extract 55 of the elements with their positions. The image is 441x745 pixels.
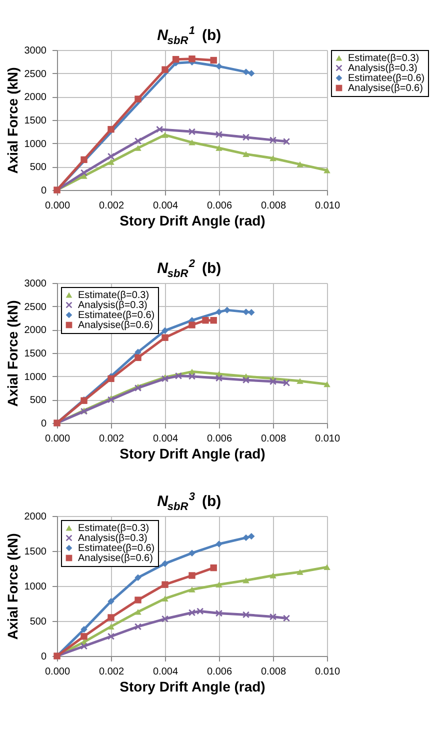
x-tick-label: 0.000 (44, 200, 70, 212)
y-tick-label: 2500 (24, 302, 47, 313)
y-tick-label: 1000 (24, 582, 47, 592)
x-tick-label: 0.006 (206, 200, 232, 212)
y-tick-label: 1000 (24, 372, 47, 383)
x-tick-label: 0.006 (206, 666, 232, 678)
y-tick-label: 0 (40, 186, 47, 196)
y-tick-label: 2000 (24, 512, 47, 522)
x-axis-title: Story Drift Angle (rad) (120, 212, 266, 228)
x-tick-label: 0.010 (314, 666, 340, 678)
legend-label: Estimate(β=0.3) (78, 523, 150, 534)
y-tick-label: 2000 (24, 325, 47, 336)
y-tick-label: 3000 (24, 278, 47, 290)
y-tick-label: 500 (30, 395, 47, 406)
x-tick-label: 0.004 (152, 666, 178, 678)
x-tick-label: 0.002 (98, 434, 124, 444)
y-tick-label: 0 (40, 652, 47, 662)
x-tick-label: 0.008 (260, 666, 286, 678)
legend-label: Analysis(β=0.3) (78, 533, 148, 544)
legend-label: Analysis(β=0.3) (348, 63, 418, 74)
legend-label: Estimate(β=0.3) (78, 290, 150, 301)
legend-label: Estimatee(β=0.6) (78, 310, 155, 321)
legend-label: Estimate(β=0.3) (348, 53, 420, 64)
x-tick-label: 0.010 (314, 200, 340, 212)
y-tick-label: 500 (30, 616, 47, 628)
x-tick-label: 0.004 (152, 200, 178, 212)
y-tick-label: 2500 (24, 68, 47, 80)
x-tick-label: 0.006 (206, 434, 232, 444)
y-axis-title: Axial Force (kN) (4, 67, 20, 174)
y-tick-label: 3000 (24, 46, 47, 56)
x-tick-label: 0.002 (98, 200, 124, 212)
legend-label: Estimatee(β=0.6) (348, 73, 425, 84)
legend-label: Analysise(β=0.6) (78, 320, 153, 331)
x-tick-label: 0.008 (260, 200, 286, 212)
y-tick-label: 1500 (24, 348, 47, 360)
y-tick-label: 1500 (24, 546, 47, 558)
x-tick-label: 0.000 (44, 434, 70, 444)
x-tick-label: 0.000 (44, 666, 70, 678)
y-tick-label: 2000 (24, 92, 47, 104)
x-tick-label: 0.010 (314, 434, 340, 444)
legend-label: Analysise(β=0.6) (78, 553, 153, 564)
y-tick-label: 1000 (24, 138, 47, 150)
legend-label: Estimatee(β=0.6) (78, 543, 155, 554)
legend-label: Analysise(β=0.6) (348, 83, 423, 94)
x-axis-title: Story Drift Angle (rad) (120, 446, 266, 462)
y-tick-label: 1500 (24, 116, 47, 126)
y-tick-label: 500 (30, 162, 47, 174)
legend-label: Analysis(β=0.3) (78, 300, 148, 311)
x-tick-label: 0.004 (152, 434, 178, 444)
y-axis-title: Axial Force (kN) (4, 300, 20, 407)
y-tick-label: 0 (40, 418, 47, 430)
x-tick-label: 0.008 (260, 434, 286, 444)
y-axis-title: Axial Force (kN) (4, 533, 20, 640)
x-tick-label: 0.002 (98, 666, 124, 678)
x-axis-title: Story Drift Angle (rad) (120, 678, 266, 694)
